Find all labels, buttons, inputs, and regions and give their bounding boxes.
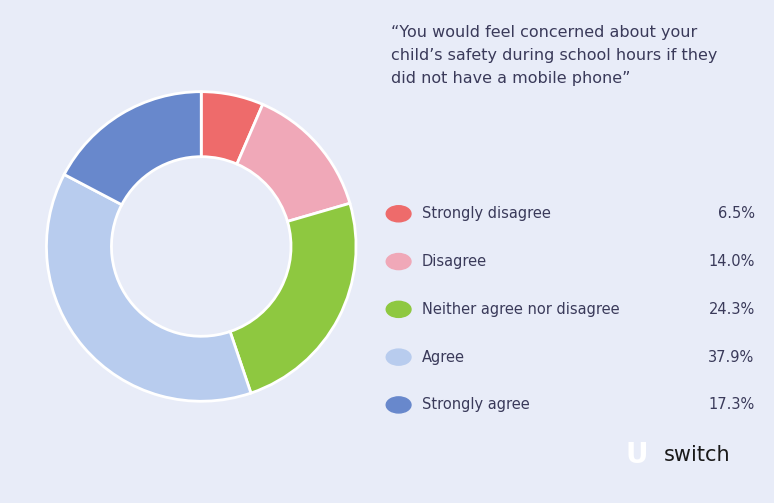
Wedge shape — [230, 203, 356, 393]
Text: Neither agree nor disagree: Neither agree nor disagree — [422, 302, 619, 317]
Text: “You would feel concerned about your
child’s safety during school hours if they
: “You would feel concerned about your chi… — [391, 25, 717, 86]
Text: 24.3%: 24.3% — [708, 302, 755, 317]
Text: Strongly agree: Strongly agree — [422, 397, 529, 412]
Text: switch: switch — [664, 445, 731, 465]
Wedge shape — [201, 92, 262, 164]
Text: 17.3%: 17.3% — [708, 397, 755, 412]
Text: 37.9%: 37.9% — [708, 350, 755, 365]
Wedge shape — [237, 105, 350, 221]
Text: 6.5%: 6.5% — [717, 206, 755, 221]
Text: Agree: Agree — [422, 350, 465, 365]
Text: U: U — [625, 441, 648, 469]
Text: Disagree: Disagree — [422, 254, 487, 269]
Text: 14.0%: 14.0% — [708, 254, 755, 269]
Wedge shape — [64, 92, 201, 205]
Text: Strongly disagree: Strongly disagree — [422, 206, 551, 221]
Wedge shape — [46, 175, 251, 401]
